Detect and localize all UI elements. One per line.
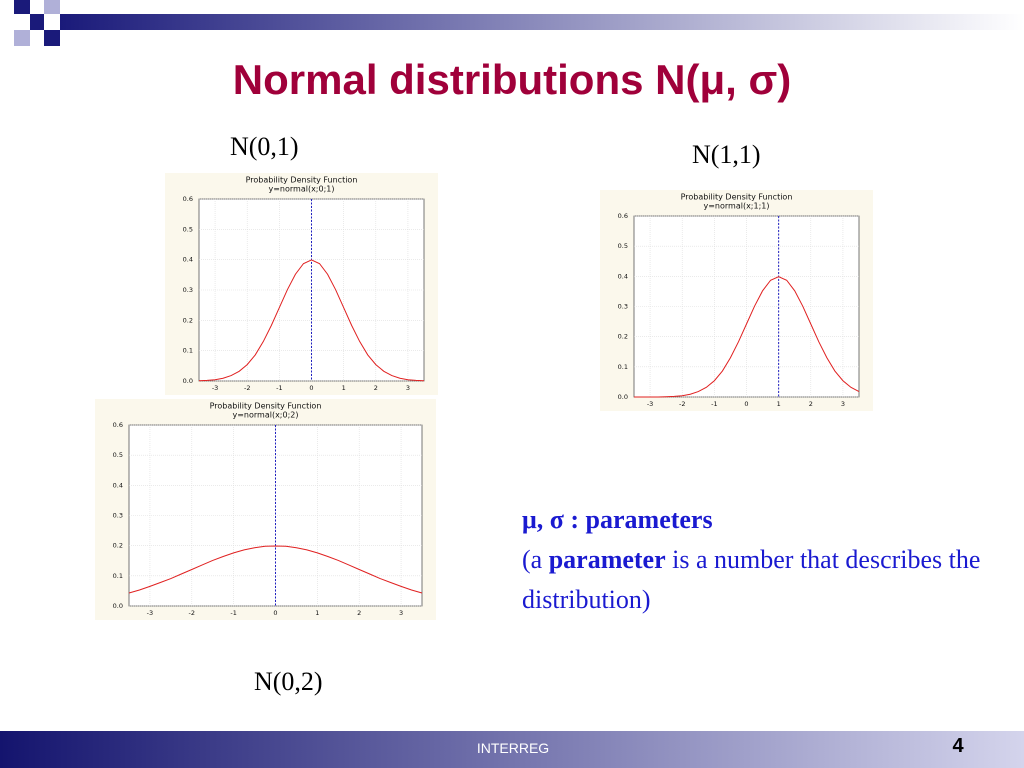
chart-title: Probability Density Function — [210, 402, 322, 411]
y-tick-label: 0.6 — [618, 212, 628, 220]
x-tick-label: 0 — [309, 384, 313, 392]
y-tick-label: 0.2 — [183, 316, 193, 324]
y-tick-label: 0.3 — [618, 303, 628, 311]
x-tick-label: -1 — [276, 384, 282, 392]
x-tick-label: -2 — [679, 400, 685, 408]
x-tick-label: 1 — [342, 384, 346, 392]
chart-caption: N(0,2) — [254, 667, 323, 696]
x-tick-label: 2 — [374, 384, 378, 392]
x-tick-label: 0 — [273, 609, 277, 617]
page-number: 4 — [952, 735, 964, 757]
x-tick-label: 1 — [777, 400, 781, 408]
top-decoration — [14, 0, 1024, 46]
y-tick-label: 0.0 — [183, 377, 193, 385]
x-tick-label: -1 — [230, 609, 236, 617]
x-tick-label: 3 — [841, 400, 845, 408]
y-tick-label: 0.6 — [183, 195, 193, 203]
x-tick-label: -1 — [711, 400, 717, 408]
y-tick-label: 0.3 — [183, 286, 193, 294]
chart-caption: N(0,1) — [230, 132, 299, 161]
y-tick-label: 0.4 — [618, 272, 628, 280]
chart: Probability Density Functiony=normal(x;0… — [95, 399, 436, 620]
x-tick-label: -3 — [212, 384, 218, 392]
y-tick-label: 0.5 — [618, 242, 628, 250]
y-tick-label: 0.5 — [113, 451, 123, 459]
y-tick-label: 0.1 — [618, 363, 628, 371]
density-curve — [634, 276, 860, 398]
y-tick-label: 0.0 — [113, 602, 123, 610]
y-tick-label: 0.1 — [183, 347, 193, 355]
chart-caption: N(1,1) — [692, 140, 761, 169]
chart-subtitle: y=normal(x;0;1) — [268, 185, 334, 194]
y-tick-label: 0.6 — [113, 421, 123, 429]
y-tick-label: 0.5 — [183, 225, 193, 233]
x-tick-label: -3 — [647, 400, 653, 408]
footer-text: INTERREG — [477, 740, 549, 756]
x-tick-label: 3 — [399, 609, 403, 617]
density-curve — [198, 259, 425, 382]
y-tick-label: 0.0 — [618, 393, 628, 401]
chart-title: Probability Density Function — [246, 176, 358, 185]
note-text: (a parameter is a number that describes … — [522, 540, 982, 620]
x-tick-label: 2 — [357, 609, 361, 617]
x-tick-label: 0 — [744, 400, 748, 408]
y-tick-label: 0.2 — [618, 333, 628, 341]
x-tick-label: -3 — [147, 609, 153, 617]
chart-subtitle: y=normal(x;0;2) — [232, 411, 298, 420]
note: μ, σ : parameters (a parameter is a numb… — [522, 500, 982, 620]
y-tick-label: 0.4 — [113, 481, 123, 489]
density-curve — [128, 545, 423, 594]
x-tick-label: -2 — [244, 384, 250, 392]
note-open: (a — [522, 545, 549, 574]
x-tick-label: -2 — [189, 609, 195, 617]
footer-bar: INTERREG 4 — [0, 731, 1024, 768]
y-tick-label: 0.3 — [113, 512, 123, 520]
y-tick-label: 0.2 — [113, 542, 123, 550]
chart-title: Probability Density Function — [681, 193, 793, 202]
note-bold: parameter — [548, 545, 666, 574]
x-tick-label: 2 — [809, 400, 813, 408]
note-heading: μ, σ : parameters — [522, 505, 713, 534]
x-tick-label: 1 — [315, 609, 319, 617]
y-tick-label: 0.1 — [113, 572, 123, 580]
slide-title: Normal distributions N(μ, σ) — [232, 56, 792, 103]
y-tick-label: 0.4 — [183, 256, 193, 264]
chart: Probability Density Functiony=normal(x;0… — [165, 173, 438, 395]
chart-subtitle: y=normal(x;1;1) — [703, 202, 769, 211]
note-rest: is a number that describes the distribut… — [522, 545, 981, 614]
chart: Probability Density Functiony=normal(x;1… — [600, 190, 873, 411]
x-tick-label: 3 — [406, 384, 410, 392]
